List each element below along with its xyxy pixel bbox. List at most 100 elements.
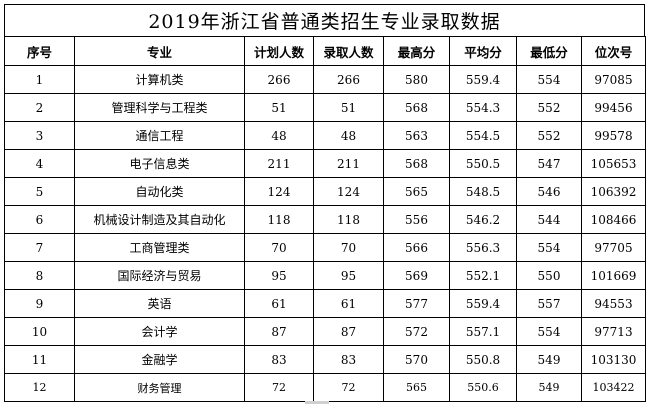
table-row: 3 通信工程 48 48 563 554.5 552 99578 bbox=[4, 121, 646, 150]
cell-max-score: 556 bbox=[383, 205, 450, 234]
cell-avg-score: 557.1 bbox=[449, 317, 517, 346]
cell-major: 机械设计制造及其自动化 bbox=[74, 205, 245, 234]
cell-rank: 101669 bbox=[581, 261, 646, 290]
header-avg-score: 平均分 bbox=[449, 36, 517, 66]
header-index: 序号 bbox=[4, 36, 75, 66]
cell-index: 8 bbox=[4, 261, 75, 290]
cell-rank: 103130 bbox=[581, 345, 646, 374]
header-planned: 计划人数 bbox=[244, 36, 314, 66]
cell-major: 计算机类 bbox=[74, 65, 245, 94]
cell-min-score: 549 bbox=[516, 345, 582, 374]
cell-admitted: 70 bbox=[313, 233, 384, 262]
cell-major: 英语 bbox=[74, 289, 245, 318]
cell-admitted: 48 bbox=[313, 121, 384, 150]
cell-index: 2 bbox=[4, 93, 75, 122]
cell-index: 11 bbox=[4, 345, 75, 374]
cell-rank: 106392 bbox=[581, 177, 646, 206]
cell-planned: 124 bbox=[244, 177, 314, 206]
cell-min-score: 554 bbox=[516, 317, 582, 346]
cell-max-score: 572 bbox=[383, 317, 450, 346]
cell-rank: 97705 bbox=[581, 233, 646, 262]
cell-min-score: 554 bbox=[516, 233, 582, 262]
cell-avg-score: 546.2 bbox=[449, 205, 517, 234]
cell-planned: 95 bbox=[244, 261, 314, 290]
cell-major: 工商管理类 bbox=[74, 233, 245, 262]
table-row: 5 自动化类 124 124 565 548.5 546 106392 bbox=[4, 177, 646, 206]
cell-min-score: 552 bbox=[516, 93, 582, 122]
cell-max-score: 566 bbox=[383, 233, 450, 262]
cell-max-score: 565 bbox=[383, 177, 450, 206]
cell-max-score: 568 bbox=[383, 149, 450, 178]
cell-rank: 99456 bbox=[581, 93, 646, 122]
table-title: 2019年浙江省普通类招生专业录取数据 bbox=[4, 4, 645, 37]
cell-min-score: 554 bbox=[516, 65, 582, 94]
cell-planned: 83 bbox=[244, 345, 314, 374]
cell-avg-score: 554.5 bbox=[449, 121, 517, 150]
cell-index: 10 bbox=[4, 317, 75, 346]
cell-avg-score: 552.1 bbox=[449, 261, 517, 290]
cell-avg-score: 559.4 bbox=[449, 65, 517, 94]
cell-rank: 105653 bbox=[581, 149, 646, 178]
cell-admitted: 83 bbox=[313, 345, 384, 374]
cell-admitted: 87 bbox=[313, 317, 384, 346]
header-rank: 位次号 bbox=[581, 36, 646, 66]
header-admitted: 录取人数 bbox=[313, 36, 384, 66]
table-row: 4 电子信息类 211 211 568 550.5 547 105653 bbox=[4, 149, 646, 178]
cell-rank: 97713 bbox=[581, 317, 646, 346]
cell-planned: 72 bbox=[244, 373, 314, 402]
table-row: 2 管理科学与工程类 51 51 568 554.3 552 99456 bbox=[4, 93, 646, 122]
cell-index: 5 bbox=[4, 177, 75, 206]
cell-planned: 61 bbox=[244, 289, 314, 318]
table-row: 7 工商管理类 70 70 566 556.3 554 97705 bbox=[4, 233, 646, 262]
cell-min-score: 546 bbox=[516, 177, 582, 206]
cell-avg-score: 559.4 bbox=[449, 289, 517, 318]
cell-admitted: 266 bbox=[313, 65, 384, 94]
cut-off-fragment bbox=[305, 401, 329, 404]
cell-max-score: 580 bbox=[383, 65, 450, 94]
cell-max-score: 569 bbox=[383, 261, 450, 290]
table-row: 12 财务管理 72 72 565 550.6 549 103422 bbox=[4, 373, 646, 402]
cell-admitted: 72 bbox=[313, 373, 384, 402]
cell-planned: 51 bbox=[244, 93, 314, 122]
table-row: 10 会计学 87 87 572 557.1 554 97713 bbox=[4, 317, 646, 346]
cell-min-score: 549 bbox=[516, 373, 582, 402]
cell-avg-score: 550.5 bbox=[449, 149, 517, 178]
cell-min-score: 557 bbox=[516, 289, 582, 318]
cell-admitted: 51 bbox=[313, 93, 384, 122]
cell-planned: 266 bbox=[244, 65, 314, 94]
cell-avg-score: 554.3 bbox=[449, 93, 517, 122]
cell-min-score: 552 bbox=[516, 121, 582, 150]
cell-planned: 87 bbox=[244, 317, 314, 346]
cell-major: 通信工程 bbox=[74, 121, 245, 150]
cell-min-score: 550 bbox=[516, 261, 582, 290]
cell-rank: 97085 bbox=[581, 65, 646, 94]
cell-major: 会计学 bbox=[74, 317, 245, 346]
cell-planned: 48 bbox=[244, 121, 314, 150]
table-row: 1 计算机类 266 266 580 559.4 554 97085 bbox=[4, 65, 646, 94]
cell-index: 12 bbox=[4, 373, 75, 402]
cell-major: 管理科学与工程类 bbox=[74, 93, 245, 122]
cell-rank: 99578 bbox=[581, 121, 646, 150]
cell-major: 财务管理 bbox=[74, 373, 245, 402]
cell-major: 金融学 bbox=[74, 345, 245, 374]
cell-index: 3 bbox=[4, 121, 75, 150]
header-max-score: 最高分 bbox=[383, 36, 450, 66]
cell-min-score: 544 bbox=[516, 205, 582, 234]
table-row: 8 国际经济与贸易 95 95 569 552.1 550 101669 bbox=[4, 261, 646, 290]
cell-major: 自动化类 bbox=[74, 177, 245, 206]
cell-admitted: 95 bbox=[313, 261, 384, 290]
cell-rank: 108466 bbox=[581, 205, 646, 234]
table-row: 11 金融学 83 83 570 550.8 549 103130 bbox=[4, 345, 646, 374]
cell-index: 9 bbox=[4, 289, 75, 318]
cell-admitted: 61 bbox=[313, 289, 384, 318]
cell-admitted: 118 bbox=[313, 205, 384, 234]
cell-planned: 211 bbox=[244, 149, 314, 178]
cell-admitted: 124 bbox=[313, 177, 384, 206]
admission-table: 序号 专业 计划人数 录取人数 最高分 平均分 最低分 位次号 1 计算机类 266… bbox=[4, 36, 646, 402]
cell-max-score: 568 bbox=[383, 93, 450, 122]
cell-index: 7 bbox=[4, 233, 75, 262]
cell-rank: 94553 bbox=[581, 289, 646, 318]
cell-max-score: 577 bbox=[383, 289, 450, 318]
header-major: 专业 bbox=[74, 36, 245, 66]
